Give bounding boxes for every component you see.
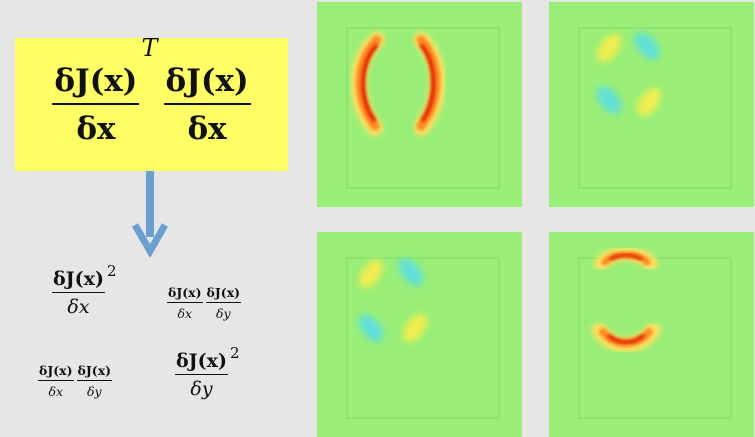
xx-denominator: δx	[67, 296, 90, 318]
yx-first-numerator: δJ(x)	[39, 363, 73, 378]
arrow-down-icon	[131, 171, 169, 257]
xx-superscript: 2	[106, 262, 117, 280]
expression-xx: δJ(x) δx 2	[52, 262, 117, 318]
xx-numerator: δJ(x)	[53, 268, 104, 290]
yy-denominator: δy	[190, 378, 213, 400]
left-denominator: δx	[76, 110, 116, 147]
field-panel-yx	[317, 232, 522, 437]
left-numerator: δJ(x)	[54, 62, 138, 99]
left-fraction: δJ(x) δx	[52, 62, 140, 147]
xy-first-numerator: δJ(x)	[168, 285, 202, 300]
yy-numerator: δJ(x)	[176, 350, 227, 372]
field-panel-yy	[549, 232, 754, 437]
yx-second-numerator: δJ(x)	[77, 363, 112, 378]
right-numerator: δJ(x)	[165, 62, 249, 99]
xy-first-denominator: δx	[177, 306, 193, 321]
xy-second-denominator: δy	[216, 306, 231, 321]
xy-second-numerator: δJ(x)	[206, 285, 241, 300]
expression-yy: δJ(x) δy 2	[175, 344, 240, 400]
field-panel-xy	[549, 2, 754, 207]
expression-yx: δJ(x) δx δJ(x) δy	[38, 363, 113, 399]
jacobian-product-expression: δJ(x) δx T δJ(x) δx	[15, 34, 288, 171]
right-denominator: δx	[187, 110, 227, 147]
yx-second-denominator: δy	[87, 384, 102, 399]
yy-superscript: 2	[229, 344, 240, 362]
yx-first-denominator: δx	[48, 384, 64, 399]
expression-xy: δJ(x) δx δJ(x) δy	[167, 285, 242, 321]
field-panel-xx	[317, 2, 522, 207]
transpose-superscript: T	[141, 34, 158, 62]
right-fraction: δJ(x) δx	[163, 62, 251, 147]
